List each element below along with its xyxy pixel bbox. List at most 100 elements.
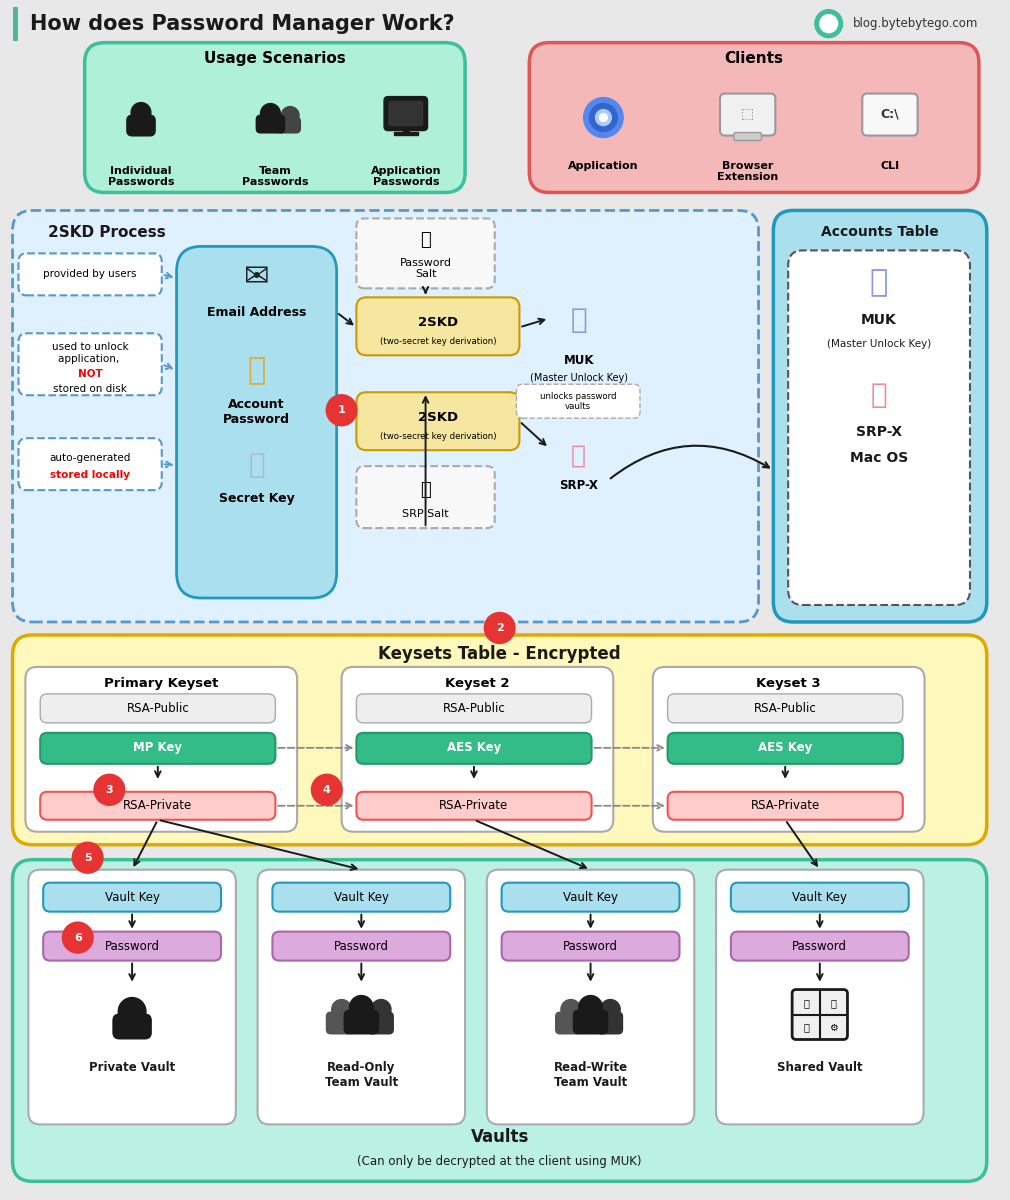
- FancyBboxPatch shape: [357, 218, 495, 288]
- Text: Password: Password: [563, 940, 618, 953]
- Text: 3: 3: [106, 785, 113, 794]
- FancyBboxPatch shape: [774, 210, 987, 622]
- Text: Primary Keyset: Primary Keyset: [104, 678, 218, 690]
- FancyBboxPatch shape: [258, 870, 465, 1124]
- Text: Keyset 3: Keyset 3: [756, 678, 821, 690]
- Circle shape: [485, 612, 515, 643]
- Text: Read-Only
Team Vault: Read-Only Team Vault: [324, 1062, 398, 1090]
- Text: Keysets Table - Encrypted: Keysets Table - Encrypted: [379, 644, 621, 662]
- Text: 🧂: 🧂: [420, 481, 431, 499]
- Text: Shared Vault: Shared Vault: [777, 1062, 863, 1074]
- Text: 📄: 📄: [803, 1022, 809, 1032]
- Circle shape: [94, 774, 124, 805]
- Text: 5: 5: [84, 853, 92, 863]
- FancyBboxPatch shape: [357, 733, 592, 764]
- Bar: [12, 7, 18, 41]
- FancyBboxPatch shape: [389, 102, 422, 126]
- FancyBboxPatch shape: [40, 792, 276, 820]
- Text: blog.bytebytego.com: blog.bytebytego.com: [852, 17, 978, 30]
- Text: (Master Unlock Key): (Master Unlock Key): [529, 373, 627, 383]
- Text: 🔑: 🔑: [247, 355, 266, 385]
- Circle shape: [600, 1000, 620, 1020]
- FancyBboxPatch shape: [177, 246, 336, 598]
- Circle shape: [326, 395, 357, 426]
- Text: SRP-X: SRP-X: [856, 425, 902, 439]
- Text: Mac OS: Mac OS: [850, 451, 908, 466]
- Text: ⚙: ⚙: [829, 1022, 838, 1032]
- Circle shape: [349, 996, 373, 1020]
- Text: Vault Key: Vault Key: [792, 890, 847, 904]
- FancyBboxPatch shape: [18, 253, 162, 295]
- Text: Keyset 2: Keyset 2: [445, 678, 510, 690]
- FancyBboxPatch shape: [529, 43, 979, 192]
- Text: 🔑: 🔑: [248, 451, 265, 479]
- FancyBboxPatch shape: [28, 870, 236, 1124]
- Text: 🔑: 🔑: [830, 998, 836, 1008]
- FancyBboxPatch shape: [357, 694, 592, 722]
- FancyBboxPatch shape: [343, 1009, 379, 1034]
- FancyBboxPatch shape: [357, 298, 519, 355]
- Text: Application
Passwords: Application Passwords: [371, 166, 441, 187]
- Text: SRP-X: SRP-X: [560, 479, 598, 492]
- Text: AES Key: AES Key: [446, 742, 501, 755]
- Text: Password: Password: [105, 940, 160, 953]
- Bar: [394, 132, 418, 134]
- FancyBboxPatch shape: [734, 132, 762, 140]
- FancyBboxPatch shape: [716, 870, 923, 1124]
- Text: 🔑: 🔑: [870, 268, 888, 296]
- FancyBboxPatch shape: [256, 114, 285, 133]
- FancyBboxPatch shape: [18, 438, 162, 490]
- Text: used to unlock
application,: used to unlock application,: [52, 342, 128, 364]
- FancyBboxPatch shape: [40, 694, 276, 722]
- Text: RSA-Public: RSA-Public: [753, 702, 817, 715]
- Text: Individual
Passwords: Individual Passwords: [108, 166, 175, 187]
- Text: How does Password Manager Work?: How does Password Manager Work?: [30, 13, 455, 34]
- FancyBboxPatch shape: [652, 667, 924, 832]
- FancyBboxPatch shape: [668, 694, 903, 722]
- Text: 1: 1: [337, 406, 345, 415]
- Text: RSA-Public: RSA-Public: [442, 702, 505, 715]
- Text: stored on disk: stored on disk: [54, 384, 127, 395]
- Text: auto-generated: auto-generated: [49, 454, 131, 463]
- Text: (Can only be decrypted at the client using MUK): (Can only be decrypted at the client usi…: [358, 1154, 642, 1168]
- Text: Accounts Table: Accounts Table: [821, 226, 939, 240]
- Text: Private Vault: Private Vault: [89, 1062, 175, 1074]
- Text: Password: Password: [334, 940, 389, 953]
- Text: RSA-Public: RSA-Public: [126, 702, 189, 715]
- Text: Secret Key: Secret Key: [219, 492, 295, 505]
- Text: Vault Key: Vault Key: [563, 890, 618, 904]
- Text: Vault Key: Vault Key: [334, 890, 389, 904]
- Circle shape: [815, 10, 842, 37]
- Text: 🧂: 🧂: [420, 232, 431, 250]
- FancyBboxPatch shape: [40, 733, 276, 764]
- Circle shape: [584, 97, 623, 138]
- Text: 🔑: 🔑: [572, 443, 586, 467]
- Text: NOT: NOT: [78, 370, 102, 379]
- Text: Clients: Clients: [724, 52, 784, 66]
- FancyBboxPatch shape: [273, 883, 450, 912]
- FancyBboxPatch shape: [12, 859, 987, 1181]
- FancyBboxPatch shape: [43, 931, 221, 960]
- FancyBboxPatch shape: [341, 667, 613, 832]
- Text: 6: 6: [74, 932, 82, 943]
- Text: ⬚: ⬚: [741, 107, 754, 120]
- FancyBboxPatch shape: [43, 883, 221, 912]
- Text: unlocks password
vaults: unlocks password vaults: [540, 391, 616, 410]
- FancyBboxPatch shape: [863, 94, 918, 136]
- Bar: [403, 128, 409, 132]
- FancyBboxPatch shape: [792, 990, 847, 1039]
- FancyBboxPatch shape: [668, 733, 903, 764]
- Text: Password
Salt: Password Salt: [400, 258, 451, 280]
- Circle shape: [600, 114, 607, 121]
- FancyBboxPatch shape: [357, 792, 592, 820]
- Text: 2SKD: 2SKD: [418, 316, 458, 329]
- Text: Vaults: Vaults: [471, 1128, 529, 1146]
- Text: Application: Application: [569, 161, 638, 170]
- FancyBboxPatch shape: [12, 210, 759, 622]
- FancyBboxPatch shape: [731, 883, 909, 912]
- FancyBboxPatch shape: [12, 635, 987, 845]
- FancyBboxPatch shape: [273, 931, 450, 960]
- FancyBboxPatch shape: [502, 883, 680, 912]
- FancyBboxPatch shape: [731, 931, 909, 960]
- Text: AES Key: AES Key: [759, 742, 812, 755]
